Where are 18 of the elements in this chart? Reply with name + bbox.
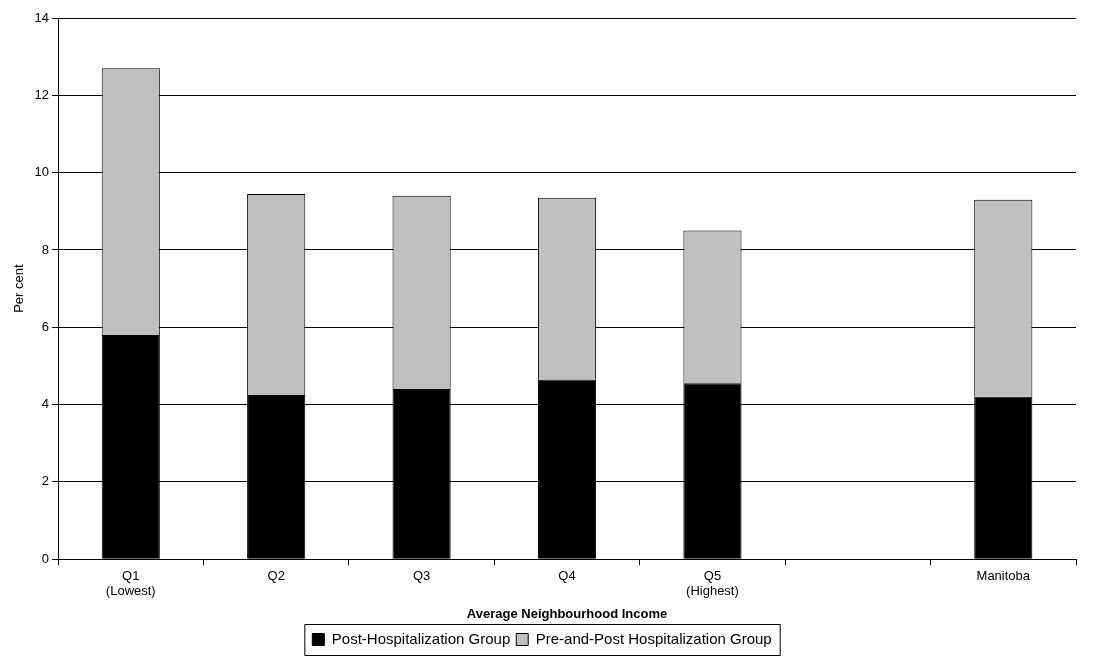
- y-tick-label: 14: [34, 9, 50, 25]
- x-tick-label: Q2: [267, 567, 285, 583]
- y-tick-label: 8: [41, 241, 50, 257]
- x-tick-label: Q4: [558, 567, 576, 583]
- y-tick-label: 12: [34, 86, 50, 102]
- legend-label: Post-Hospitalization Group: [331, 629, 511, 647]
- y-tick-label: 10: [34, 164, 50, 180]
- x-tick-label: Q5 (Highest): [686, 567, 739, 599]
- y-axis-title: Per cent: [11, 264, 27, 313]
- y-tick-label: 0: [41, 550, 50, 566]
- x-tick-label: Q3: [412, 567, 431, 583]
- y-tick-label: 6: [41, 318, 50, 334]
- y-tick-label: 4: [41, 396, 50, 412]
- y-tick-label: 2: [41, 473, 50, 489]
- x-axis-title: Average Neighbourhood Income: [466, 605, 668, 621]
- x-tick-label: Q1 (Lowest): [105, 567, 156, 599]
- x-tick-label: Manitoba: [976, 567, 1031, 583]
- legend-label: Pre-and-Post Hospitalization Group: [535, 629, 772, 647]
